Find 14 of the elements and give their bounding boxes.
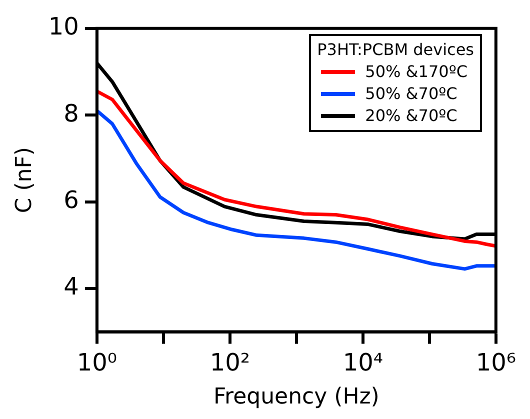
x-tick-label: 10²	[210, 348, 250, 376]
y-axis-title: C (nF)	[12, 147, 37, 214]
x-axis-title: Frequency (Hz)	[213, 384, 380, 410]
x-tick-label: 10⁶	[476, 348, 516, 376]
y-tick-label: 10	[48, 12, 79, 41]
x-tick-label: 10⁴	[342, 348, 384, 376]
x-tick-label: 10⁰	[76, 348, 118, 376]
y-tick-label: 6	[64, 186, 79, 214]
legend-label: 20% &70ºC	[365, 105, 458, 127]
legend-label: 50% &70ºC	[365, 83, 458, 105]
legend-title: P3HT:PCBM devices	[317, 39, 474, 61]
y-tick-label: 8	[64, 99, 79, 128]
y-tick-label: 4	[64, 272, 79, 301]
legend-label: 50% &170ºC	[365, 61, 468, 83]
